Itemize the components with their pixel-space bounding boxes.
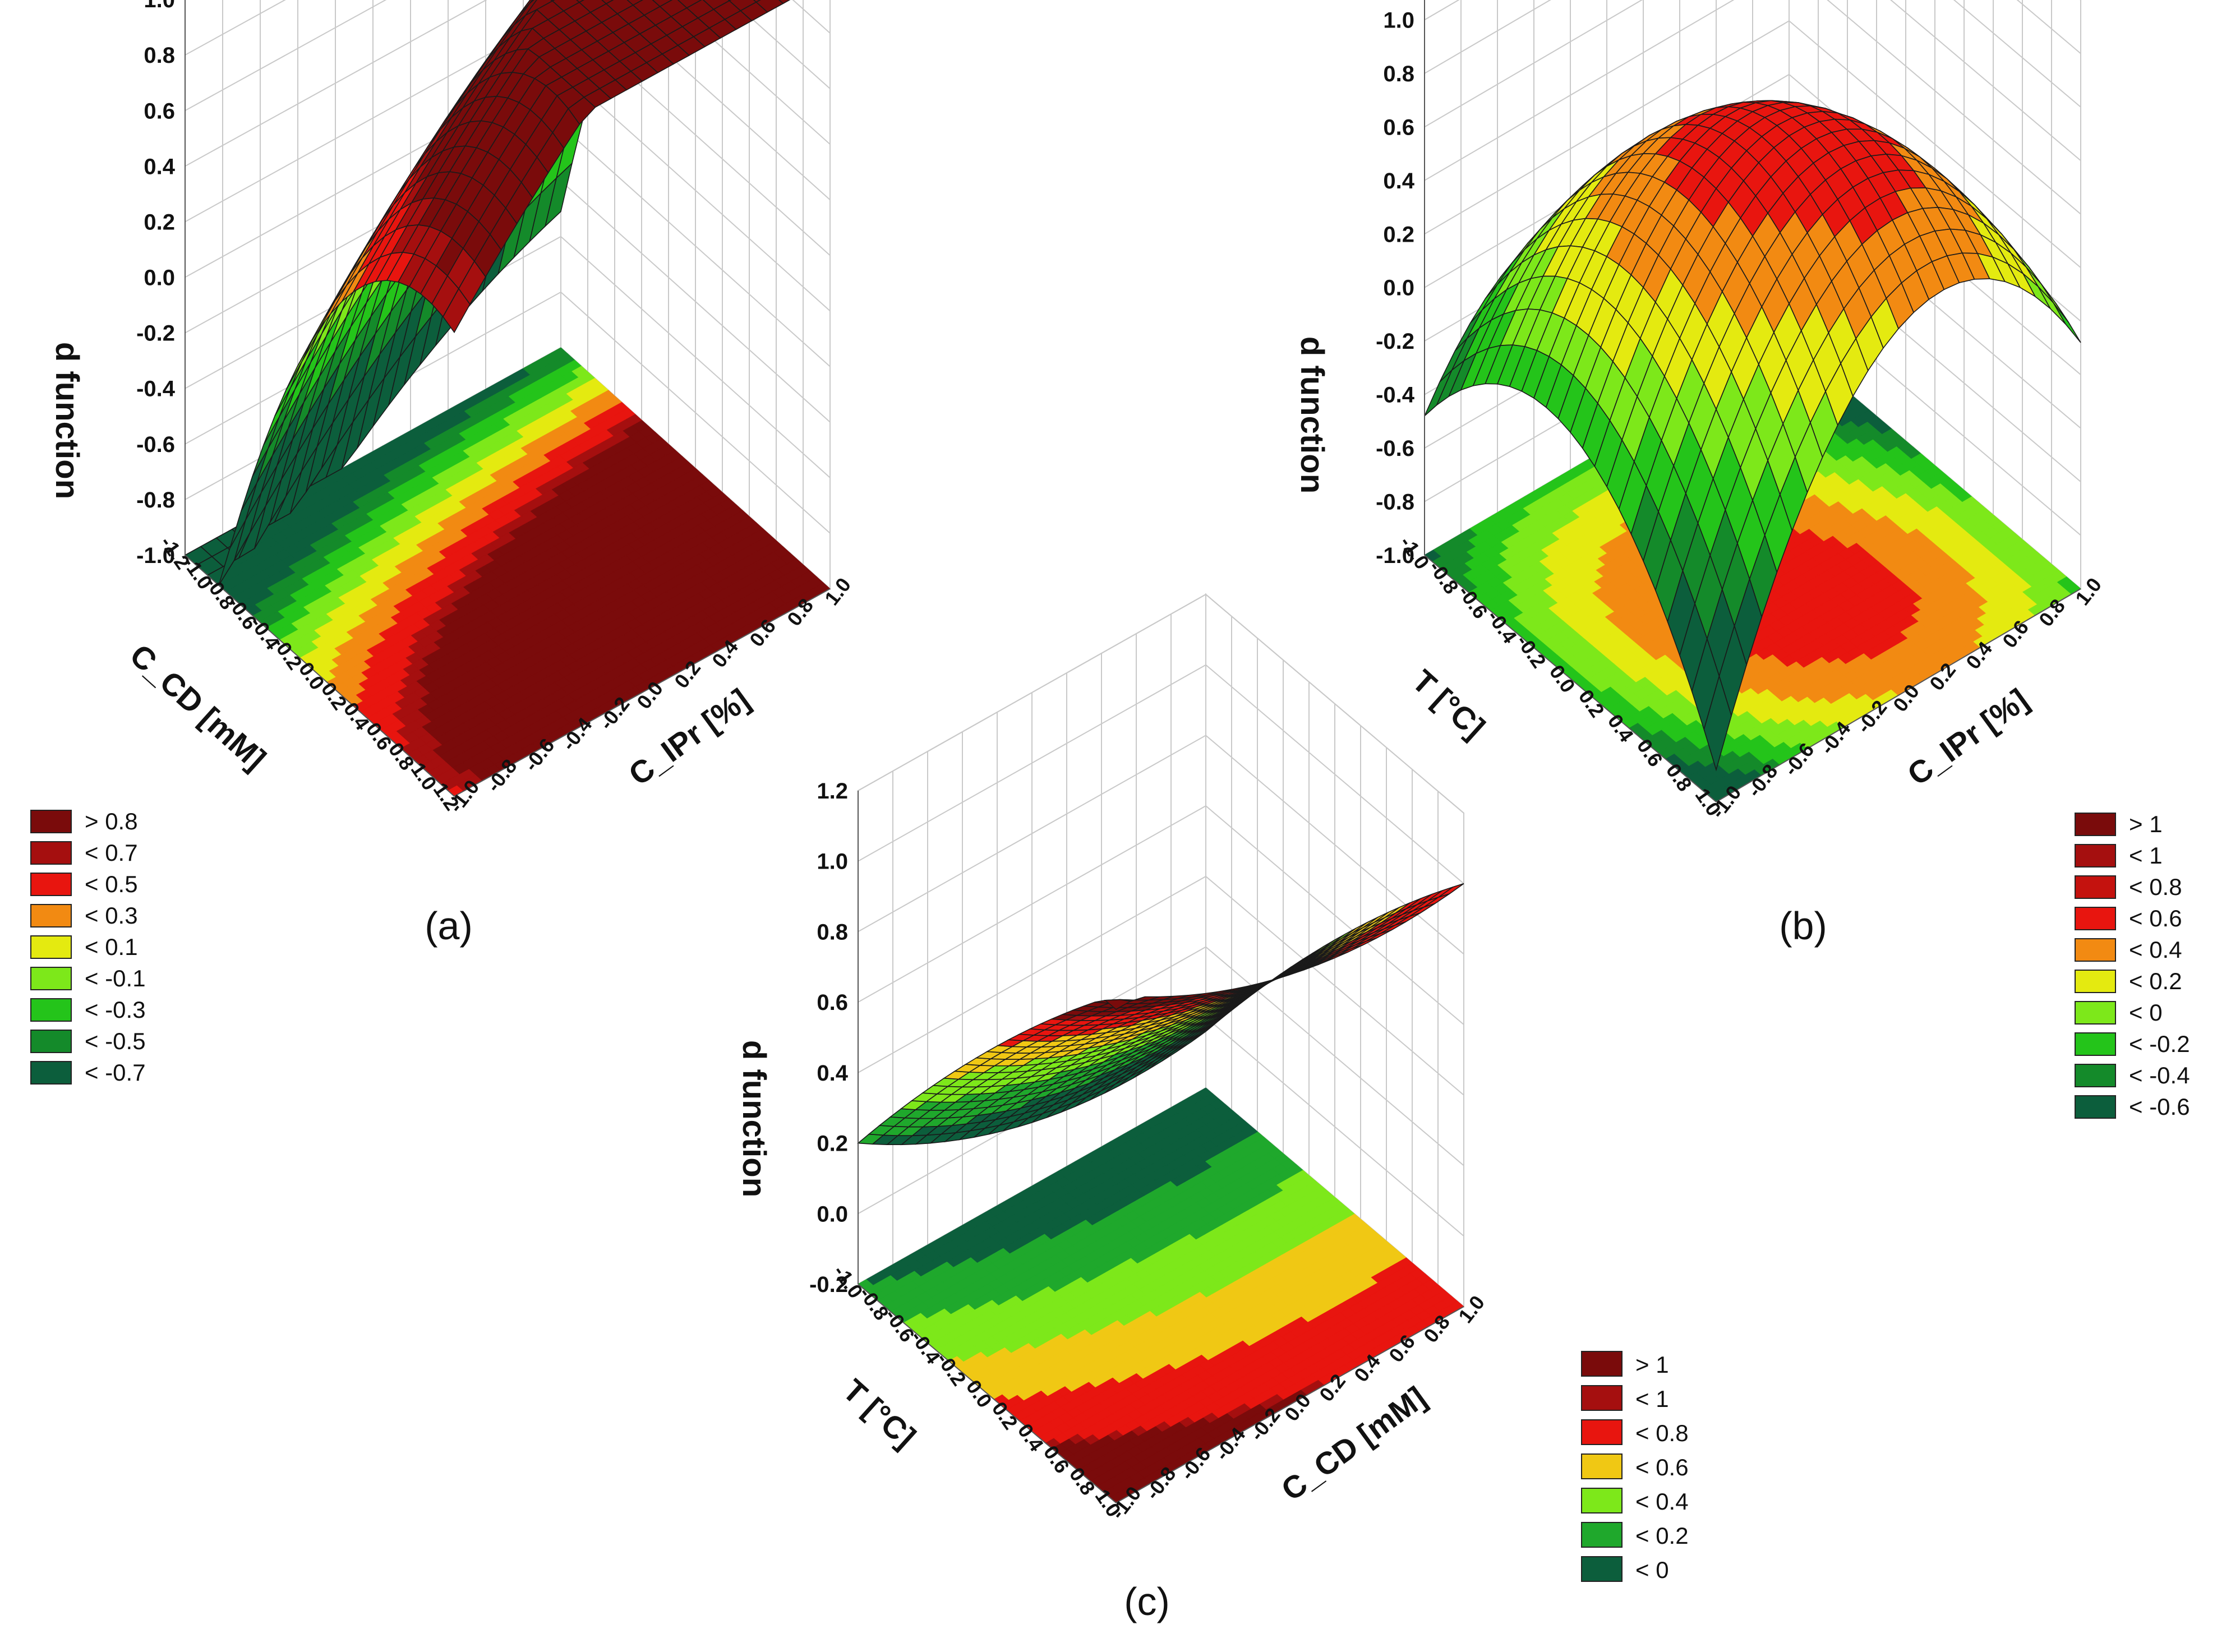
z-tick-label: -0.6 xyxy=(136,432,175,457)
z-tick-label: -0.4 xyxy=(1376,383,1415,408)
z-tick-label: -0.2 xyxy=(1376,329,1414,354)
z-tick-label: 0.2 xyxy=(1383,222,1414,247)
legend-swatch xyxy=(2075,875,2116,899)
legend-label: < 0.5 xyxy=(85,871,138,897)
z-tick-label: 0.6 xyxy=(144,99,175,123)
legend-swatch xyxy=(2075,813,2116,836)
x-axis-title: C_CD [mM] xyxy=(123,637,273,777)
z-tick-label: 0.0 xyxy=(144,266,175,290)
panel-caption: (a) xyxy=(425,904,473,948)
z-tick-label: 0.0 xyxy=(1383,276,1414,301)
legend-label: < -0.3 xyxy=(85,996,146,1023)
z-tick-label: -0.8 xyxy=(136,488,175,513)
legend-label: < -0.2 xyxy=(2129,1031,2190,1057)
z-tick-label: 1.0 xyxy=(1383,8,1414,33)
legend-swatch xyxy=(2075,1001,2116,1025)
legend-label: < 1 xyxy=(2129,842,2163,869)
x-axis-title: T [°C] xyxy=(1405,663,1492,745)
legend-label: < -0.7 xyxy=(85,1059,146,1086)
legend-label: < 0.6 xyxy=(2129,905,2182,931)
legend-label: < 0.1 xyxy=(85,934,138,960)
z-tick-label: -0.2 xyxy=(136,321,175,346)
z-tick-label: 1.0 xyxy=(144,0,175,12)
legend-label: < 0.7 xyxy=(85,839,138,866)
legend-swatch xyxy=(30,1030,72,1053)
surface-plot-3: -0.20.00.20.40.60.81.01.2-1.0-0.8-0.6-0.… xyxy=(736,593,1689,1623)
legend-swatch xyxy=(2075,907,2116,930)
legend-label: > 1 xyxy=(2129,811,2163,837)
z-tick-label: -0.8 xyxy=(1376,490,1414,515)
legend-swatch xyxy=(2075,970,2116,993)
y-axis-title: C_IPr [%] xyxy=(1901,682,2034,792)
legend-swatch xyxy=(2075,1064,2116,1087)
legend-label: < -0.5 xyxy=(85,1028,146,1054)
legend-swatch xyxy=(30,998,72,1022)
legend-swatch xyxy=(30,967,72,990)
legend-label: < -0.1 xyxy=(85,965,146,991)
legend-swatch xyxy=(2075,938,2116,962)
z-tick-label: -0.6 xyxy=(1376,436,1414,461)
legend-swatch xyxy=(2075,1032,2116,1056)
z-tick-labels: -1.0-0.8-0.6-0.4-0.20.00.20.40.60.81.01.… xyxy=(136,0,176,568)
wall-gridline xyxy=(185,0,831,145)
z-tick-label: 0.4 xyxy=(144,154,175,179)
legend-swatch xyxy=(30,935,72,959)
legend-label: > 0.8 xyxy=(85,808,138,834)
legend-swatch xyxy=(30,810,72,833)
z-axis-title: d function xyxy=(1294,336,1330,493)
wall-gridline xyxy=(185,0,831,201)
z-tick-label: 0.4 xyxy=(1383,169,1414,193)
legend-label: < -0.4 xyxy=(2129,1062,2190,1088)
legend-swatch xyxy=(2075,844,2116,867)
floor-contour xyxy=(185,347,831,797)
legend-label: < -0.6 xyxy=(2129,1093,2190,1120)
z-tick-labels: -1.0-0.8-0.6-0.4-0.20.00.20.40.60.81.01.… xyxy=(1376,8,1415,568)
legend-swatch xyxy=(30,1061,72,1085)
legend-swatch xyxy=(30,873,72,896)
z-axis-title: d function xyxy=(49,342,85,499)
z-tick-label: 0.2 xyxy=(144,210,175,234)
panel-caption: (b) xyxy=(1779,904,1827,948)
legend-label: < 0 xyxy=(2129,999,2163,1026)
legend-swatch xyxy=(30,904,72,927)
legend-swatch xyxy=(2075,1095,2116,1119)
legend-label: < 0.8 xyxy=(2129,874,2182,900)
legend-label: < 0.2 xyxy=(2129,968,2182,994)
z-tick-label: 0.8 xyxy=(144,43,175,68)
legend-label: < 0.4 xyxy=(2129,936,2182,963)
legend-swatch xyxy=(30,841,72,865)
legend: > 0.8 < 0.7 < 0.5 < 0.3 < 0.1 < -0.1 < -0.3 < -… xyxy=(30,808,146,1086)
legend-label: < 0.3 xyxy=(85,902,138,929)
legend: > 1 < 1 < 0.8 < 0.6 < 0.4 < 0.2 < 0 < -0.2 < -0.… xyxy=(2075,811,2190,1120)
z-tick-label: 0.8 xyxy=(1383,62,1414,86)
z-tick-label: -0.4 xyxy=(136,377,176,402)
surface-plot-1: -1.0-0.8-0.6-0.4-0.20.00.20.40.60.81.01.… xyxy=(30,0,855,1086)
z-tick-label: 0.6 xyxy=(1383,115,1414,140)
